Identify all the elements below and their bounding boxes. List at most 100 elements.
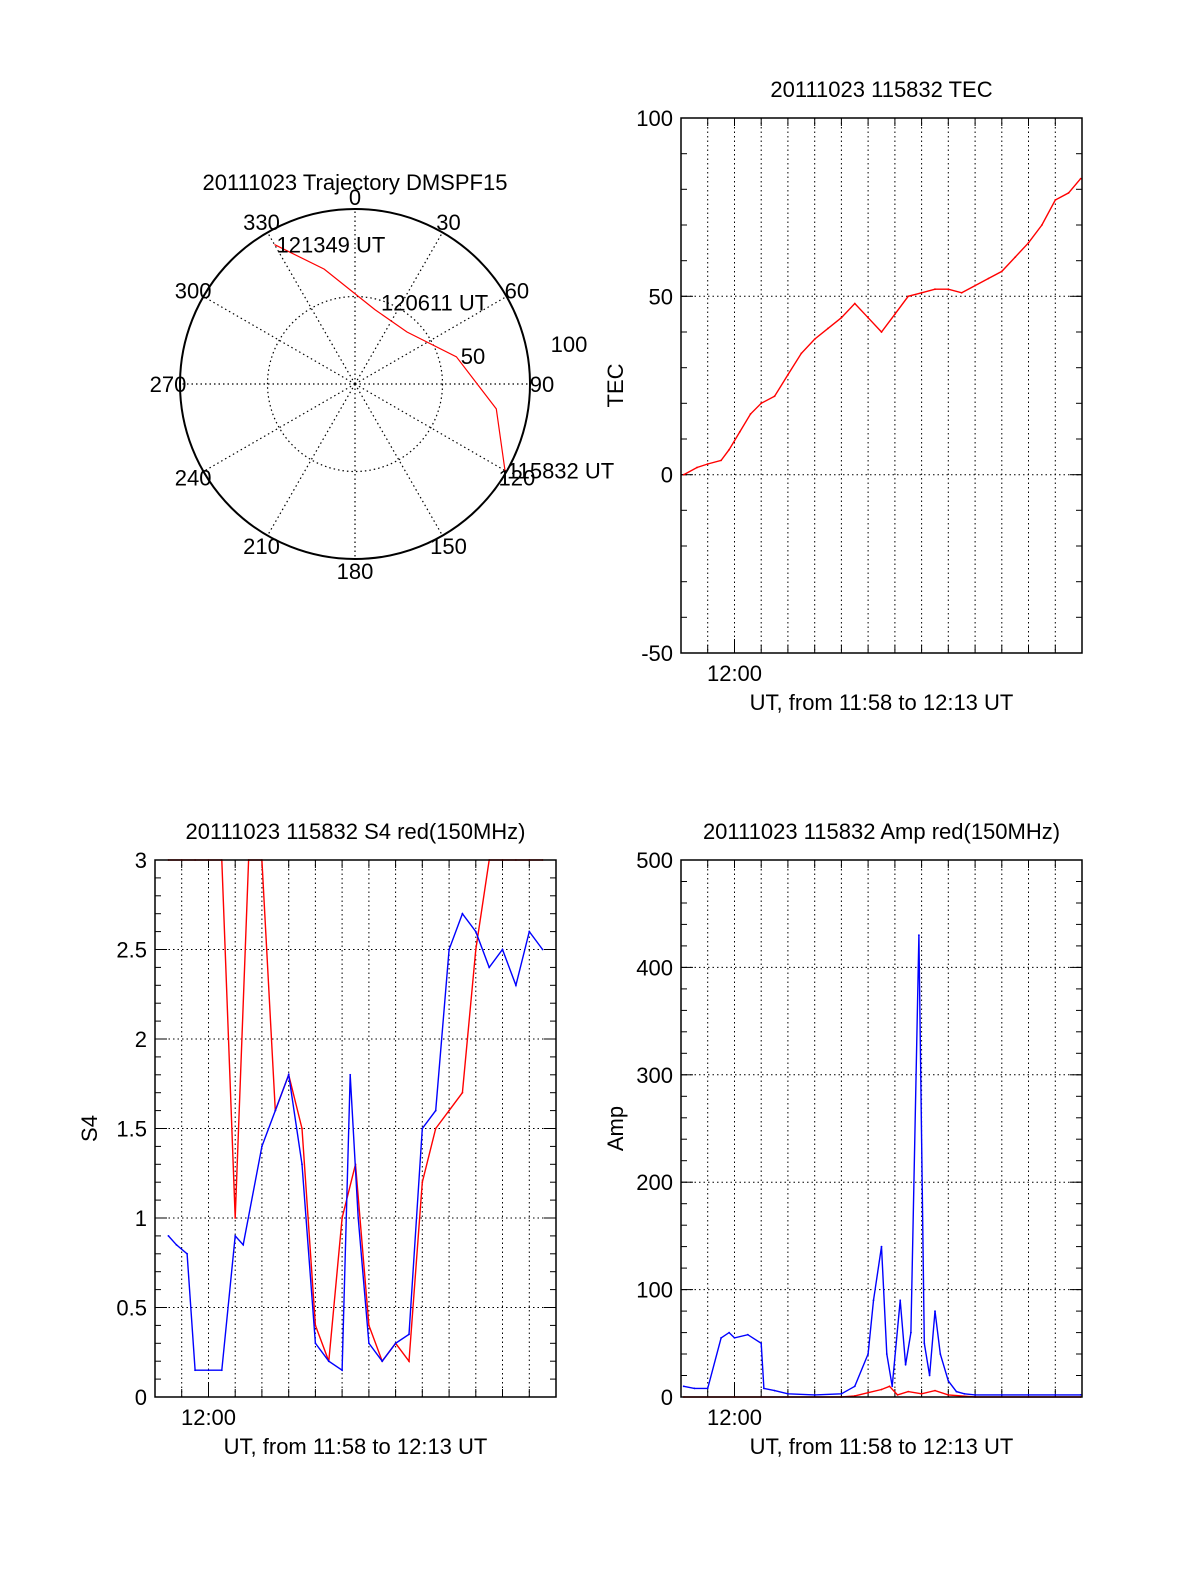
data-point (773, 395, 776, 398)
data-point (186, 1252, 189, 1255)
data-point (787, 373, 789, 376)
data-point (274, 1109, 277, 1112)
data-point (760, 402, 763, 405)
data-point (1027, 241, 1030, 244)
data-point (974, 1394, 976, 1396)
data-point (1079, 1394, 1082, 1396)
data-point (368, 1324, 370, 1327)
data-point (840, 1392, 843, 1395)
y-tick-label: 0 (661, 463, 673, 488)
data-point (920, 291, 923, 294)
data-point (853, 1385, 856, 1388)
data-point (448, 948, 450, 951)
chart-title: 20111023 115832 Amp red(150MHz) (703, 819, 1060, 844)
data-point (907, 1390, 910, 1393)
trajectory-polar-plot: 20111023 Trajectory DMSPF150306090120150… (150, 170, 615, 584)
data-point (528, 930, 531, 933)
data-point (1054, 199, 1057, 201)
data-point (813, 1394, 816, 1396)
trajectory-line (274, 244, 506, 471)
plot-frame (680, 117, 1083, 654)
data-point (910, 1331, 912, 1334)
plot-frame (680, 859, 1083, 1398)
data-point (207, 1369, 210, 1372)
data-point (746, 1333, 749, 1336)
y-tick-label: 1.5 (116, 1117, 147, 1142)
data-point (907, 295, 910, 298)
angle-label: 30 (436, 210, 460, 235)
data-point (955, 1390, 958, 1393)
data-point (738, 431, 741, 433)
data-point (1067, 192, 1070, 194)
angle-label: 210 (243, 534, 280, 559)
data-point (448, 1109, 450, 1112)
series-line (167, 912, 544, 1372)
y-axis-label: S4 (77, 1115, 102, 1142)
panel-2: 20111023 115832 S4 red(150MHz) 0 0.5 1 1.5 2 2… (77, 819, 557, 1459)
data-point (928, 1374, 931, 1377)
angle-label: 60 (505, 279, 529, 304)
y-tick-label: 300 (636, 1063, 673, 1088)
data-point (728, 1331, 730, 1334)
panel-1: 20111023 115832 TEC -50 0 50 100 12:00 UT, fro… (603, 77, 1083, 715)
polar-spoke (266, 383, 356, 536)
data-point (1054, 1394, 1057, 1396)
data-point (474, 948, 477, 951)
data-point (813, 338, 816, 340)
data-point (872, 1299, 875, 1302)
data-point (720, 459, 722, 462)
data-point (934, 1310, 936, 1312)
data-point (867, 1391, 869, 1394)
data-point (1000, 270, 1003, 273)
data-point (947, 288, 950, 291)
y-tick-label: 400 (636, 955, 673, 980)
data-point (827, 327, 829, 330)
data-point (1027, 1394, 1030, 1396)
polar-ring-50 (266, 295, 444, 473)
y-tick-label: 50 (649, 284, 673, 309)
series-line (168, 859, 543, 1364)
data-point (327, 1360, 330, 1363)
data-point (541, 948, 544, 951)
data-point (314, 1342, 317, 1345)
data-point (706, 463, 709, 465)
data-point (314, 1324, 317, 1327)
data-point (773, 1389, 776, 1392)
data-point (234, 1235, 237, 1237)
data-point (891, 1385, 894, 1388)
angle-label: 240 (175, 466, 212, 491)
data-point (175, 1243, 178, 1246)
data-point (301, 1127, 303, 1130)
data-point (885, 1353, 888, 1355)
data-point (234, 1217, 237, 1219)
x-axis-label: UT, from 11:58 to 12:13 UT (750, 690, 1014, 715)
data-point (682, 1385, 685, 1388)
data-point (341, 1217, 343, 1219)
data-point (461, 912, 464, 915)
data-point (434, 1127, 437, 1130)
data-point (408, 1333, 410, 1336)
y-axis-label: TEC (603, 363, 628, 407)
y-tick-label: 1 (135, 1206, 147, 1231)
data-point (763, 1387, 765, 1390)
y-tick-label: 0 (661, 1385, 673, 1410)
plot-frame (154, 859, 557, 1398)
data-point (894, 313, 896, 316)
data-point (696, 466, 698, 469)
data-point (960, 291, 963, 294)
data-point (867, 1353, 869, 1355)
y-tick-label: 100 (636, 106, 673, 131)
data-point (434, 1109, 437, 1112)
data-point (947, 1380, 950, 1382)
chart-title: 20111023 115832 TEC (770, 77, 992, 102)
data-point (1041, 224, 1043, 226)
data-point (1014, 256, 1017, 258)
data-point (194, 1369, 197, 1372)
chart-title: 20111023 115832 S4 red(150MHz) (185, 819, 525, 844)
data-point (341, 1369, 343, 1372)
data-point (394, 1342, 397, 1345)
angle-label: 270 (150, 372, 187, 397)
y-axis-label: Amp (603, 1106, 628, 1151)
data-point (461, 1091, 464, 1094)
data-point (853, 302, 856, 305)
